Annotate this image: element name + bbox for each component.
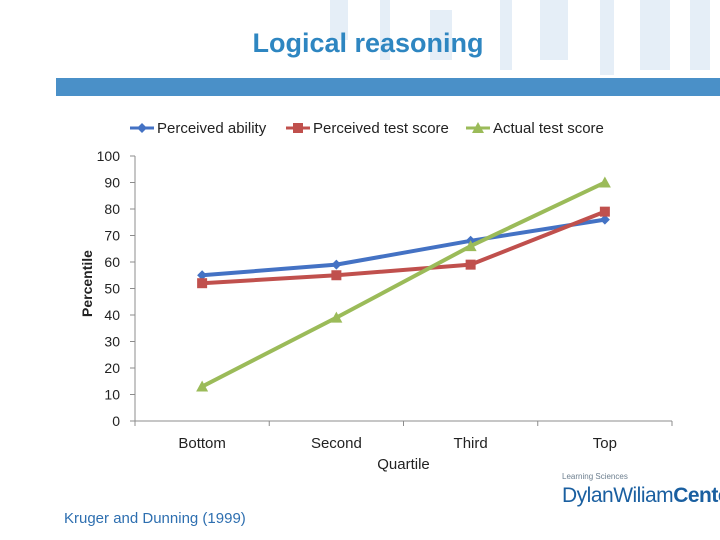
y-tick-label: 80 bbox=[104, 201, 120, 217]
data-point bbox=[330, 311, 343, 323]
legend-marker bbox=[472, 122, 484, 133]
data-point bbox=[196, 380, 209, 392]
data-point bbox=[331, 270, 342, 281]
legend-item: Actual test score bbox=[466, 120, 604, 137]
y-tick-label: 60 bbox=[104, 254, 120, 270]
y-tick-label: 0 bbox=[112, 413, 120, 429]
y-tick-label: 50 bbox=[104, 281, 120, 297]
x-axis-title: Quartile bbox=[377, 456, 430, 473]
y-tick-label: 40 bbox=[104, 307, 120, 323]
x-tick-label: Third bbox=[454, 435, 488, 452]
data-point bbox=[197, 278, 208, 289]
logo-wordmark-bold: Center bbox=[673, 484, 720, 507]
data-point bbox=[599, 214, 610, 225]
legend-item: Perceived ability bbox=[130, 120, 267, 137]
series-0 bbox=[197, 214, 610, 281]
data-point bbox=[465, 259, 476, 270]
x-tick-label: Second bbox=[311, 435, 362, 452]
y-tick-label: 20 bbox=[104, 360, 120, 376]
data-point bbox=[598, 176, 611, 188]
slide-title: Logical reasoning bbox=[252, 28, 484, 58]
legend-marker bbox=[137, 123, 147, 133]
series-1 bbox=[197, 206, 610, 289]
series-layer bbox=[196, 176, 611, 392]
title-rule bbox=[56, 78, 720, 96]
y-tick-label: 70 bbox=[104, 228, 120, 244]
data-point bbox=[197, 270, 208, 281]
legend-item: Perceived test score bbox=[286, 120, 449, 137]
citation: Kruger and Dunning (1999) bbox=[64, 510, 246, 527]
dylan-wiliam-center-logo: Learning Sciences DylanWiliamCenter bbox=[562, 472, 720, 528]
data-point bbox=[464, 240, 477, 252]
data-point bbox=[331, 259, 342, 270]
legend-marker bbox=[293, 123, 303, 133]
x-tick-label: Top bbox=[593, 435, 617, 452]
legend-label: Perceived ability bbox=[157, 120, 267, 137]
y-tick-label: 90 bbox=[104, 175, 120, 191]
y-axis-title: Percentile bbox=[79, 250, 95, 317]
legend: Perceived ability Perceived test score Act… bbox=[130, 120, 604, 137]
logo-wordmark-light: DylanWiliam bbox=[562, 484, 674, 507]
data-point bbox=[599, 206, 610, 217]
legend-label: Perceived test score bbox=[313, 120, 449, 137]
series-line bbox=[202, 209, 606, 286]
y-tick-label: 30 bbox=[104, 334, 120, 350]
x-tick-label: Bottom bbox=[178, 435, 226, 452]
series-line bbox=[201, 217, 606, 278]
y-tick-label: 100 bbox=[97, 148, 121, 164]
y-tick-label: 10 bbox=[104, 387, 120, 403]
series-2 bbox=[196, 176, 611, 392]
legend-label: Actual test score bbox=[493, 120, 604, 137]
axes: 0 10 20 30 40 50 60 70 80 90 100 Bottom Second Third T… bbox=[79, 148, 673, 473]
series-line bbox=[201, 180, 606, 389]
logo-wordmark: DylanWiliamCenter bbox=[562, 484, 720, 508]
logo-tagline: Learning Sciences bbox=[562, 472, 628, 481]
